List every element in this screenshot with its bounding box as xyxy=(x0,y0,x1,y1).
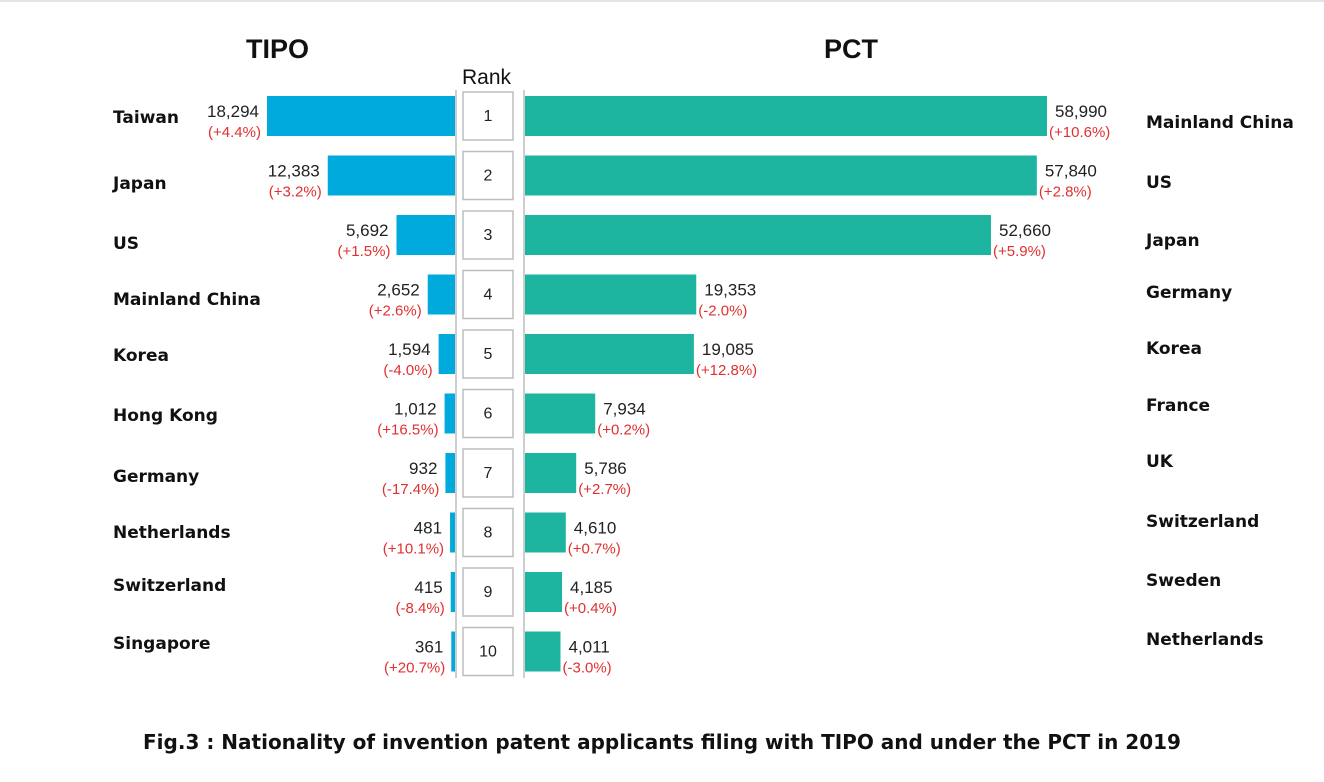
rank-number: 9 xyxy=(484,584,493,601)
pct-bar xyxy=(525,632,560,672)
tipo-change-label: (+4.4%) xyxy=(208,124,261,141)
pct-bar xyxy=(525,334,694,374)
rank-number: 1 xyxy=(484,108,493,125)
tipo-bar xyxy=(428,275,455,315)
tipo-category-label: Hong Kong xyxy=(113,406,218,426)
bar-chart: 18,294 (+4.4%) Taiwan 1 58,990 (+10.6%) Mainla… xyxy=(0,0,1324,782)
tipo-bar xyxy=(445,394,455,434)
pct-change-label: (-3.0%) xyxy=(562,660,611,677)
pct-value-label: 5,786 xyxy=(584,459,627,478)
pct-change-label: (+2.8%) xyxy=(1039,184,1092,201)
rank-number: 3 xyxy=(484,227,493,244)
tipo-change-label: (+2.6%) xyxy=(369,303,422,320)
pct-category-label: Japan xyxy=(1145,231,1200,251)
tipo-value-label: 2,652 xyxy=(377,281,420,300)
pct-bar xyxy=(525,453,576,493)
tipo-value-label: 415 xyxy=(414,578,442,597)
rank-number: 2 xyxy=(484,168,493,185)
tipo-change-label: (-8.4%) xyxy=(396,600,445,617)
pct-category-label: Mainland China xyxy=(1146,113,1294,133)
pct-bar xyxy=(525,215,991,255)
pct-value-label: 4,610 xyxy=(574,519,617,538)
tipo-change-label: (+16.5%) xyxy=(377,422,438,439)
tipo-category-label: Korea xyxy=(113,346,169,366)
tipo-bar xyxy=(328,156,455,196)
tipo-category-label: Japan xyxy=(112,174,167,194)
pct-value-label: 57,840 xyxy=(1045,162,1097,181)
tipo-value-label: 12,383 xyxy=(268,162,320,181)
pct-category-label: Korea xyxy=(1146,339,1202,359)
pct-value-label: 52,660 xyxy=(999,221,1051,240)
pct-change-label: (+5.9%) xyxy=(993,243,1046,260)
rank-number: 6 xyxy=(484,406,493,423)
tipo-bar xyxy=(439,334,455,374)
pct-category-label: Netherlands xyxy=(1146,630,1264,650)
pct-category-label: France xyxy=(1146,396,1210,416)
tipo-change-label: (-17.4%) xyxy=(382,481,440,498)
tipo-category-label: Singapore xyxy=(113,634,211,654)
tipo-category-label: Germany xyxy=(113,467,199,487)
tipo-change-label: (+3.2%) xyxy=(269,184,322,201)
pct-value-label: 19,085 xyxy=(702,340,754,359)
tipo-bar xyxy=(450,513,455,553)
pct-value-label: 19,353 xyxy=(704,281,756,300)
tipo-category-label: Switzerland xyxy=(113,576,226,596)
pct-change-label: (+0.4%) xyxy=(564,600,617,617)
pct-bar xyxy=(525,513,566,553)
pct-value-label: 7,934 xyxy=(603,400,646,419)
rank-number: 7 xyxy=(484,465,493,482)
pct-bar xyxy=(525,572,562,612)
tipo-value-label: 481 xyxy=(414,519,442,538)
tipo-value-label: 1,594 xyxy=(388,340,431,359)
rank-number: 10 xyxy=(479,644,497,661)
pct-bar xyxy=(525,96,1047,136)
tipo-change-label: (+10.1%) xyxy=(383,541,444,558)
tipo-change-label: (+20.7%) xyxy=(384,660,445,677)
tipo-bar xyxy=(445,453,455,493)
tipo-value-label: 1,012 xyxy=(394,400,437,419)
pct-change-label: (+0.2%) xyxy=(597,422,650,439)
pct-category-label: Germany xyxy=(1146,283,1232,303)
pct-bar xyxy=(525,156,1037,196)
tipo-bar xyxy=(267,96,455,136)
tipo-category-label: Mainland China xyxy=(113,290,261,310)
figure-caption: Fig.3 : Nationality of invention patent … xyxy=(0,730,1324,754)
pct-category-label: UK xyxy=(1146,452,1174,472)
pct-change-label: (-2.0%) xyxy=(698,303,747,320)
tipo-category-label: US xyxy=(113,234,139,254)
tipo-value-label: 361 xyxy=(415,638,443,657)
pct-change-label: (+12.8%) xyxy=(696,362,757,379)
tipo-bar xyxy=(451,632,455,672)
tipo-value-label: 932 xyxy=(409,459,437,478)
pct-value-label: 58,990 xyxy=(1055,102,1107,121)
pct-change-label: (+2.7%) xyxy=(578,481,631,498)
pct-bar xyxy=(525,394,595,434)
tipo-change-label: (-4.0%) xyxy=(383,362,432,379)
pct-category-label: Switzerland xyxy=(1146,512,1259,532)
pct-change-label: (+0.7%) xyxy=(568,541,621,558)
tipo-value-label: 18,294 xyxy=(207,102,259,121)
tipo-value-label: 5,692 xyxy=(346,221,389,240)
pct-change-label: (+10.6%) xyxy=(1049,124,1110,141)
tipo-bar xyxy=(451,572,455,612)
pct-value-label: 4,011 xyxy=(568,638,609,657)
tipo-change-label: (+1.5%) xyxy=(338,243,391,260)
rank-number: 4 xyxy=(484,287,493,304)
pct-bar xyxy=(525,275,696,315)
pct-value-label: 4,185 xyxy=(570,578,613,597)
rank-number: 8 xyxy=(484,525,493,542)
pct-category-label: Sweden xyxy=(1146,571,1221,591)
tipo-category-label: Taiwan xyxy=(113,108,179,128)
pct-category-label: US xyxy=(1146,173,1172,193)
rank-number: 5 xyxy=(484,346,493,363)
tipo-category-label: Netherlands xyxy=(113,523,231,543)
tipo-bar xyxy=(397,215,455,255)
